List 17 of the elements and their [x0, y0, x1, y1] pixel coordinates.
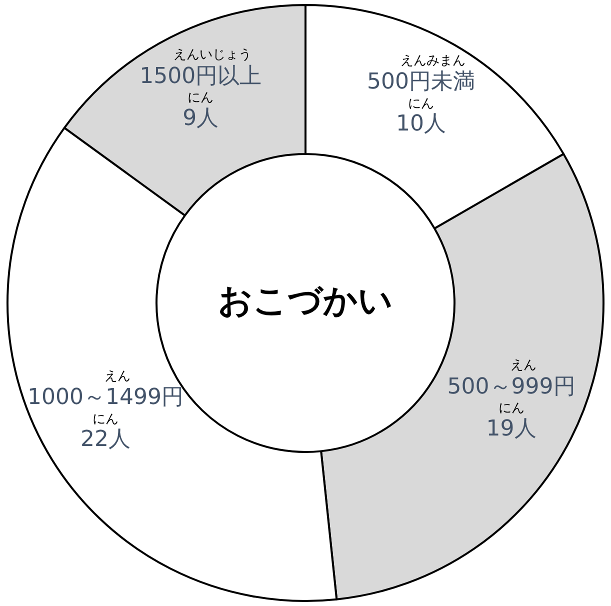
- text: にん: [92, 412, 118, 427]
- text: えん: [510, 358, 536, 374]
- data-label: 10人: [396, 112, 446, 137]
- slice-label: 500～999円: [447, 374, 576, 400]
- text: おこづかい: [218, 280, 393, 321]
- data-label: 22人: [80, 427, 130, 452]
- slice-label: 500円未満: [366, 70, 475, 95]
- text: えんいじょう: [174, 48, 252, 63]
- data-label: 19人: [486, 416, 536, 442]
- text: にん: [408, 96, 434, 112]
- slice-label: 1500円以上: [140, 64, 262, 89]
- data-label: 9人: [182, 106, 219, 131]
- slice-label: 1000～1499円: [28, 385, 184, 410]
- text: にん: [188, 90, 214, 106]
- text: えん: [104, 368, 130, 384]
- text: にん: [498, 401, 524, 416]
- text: えんみまん: [400, 53, 466, 68]
